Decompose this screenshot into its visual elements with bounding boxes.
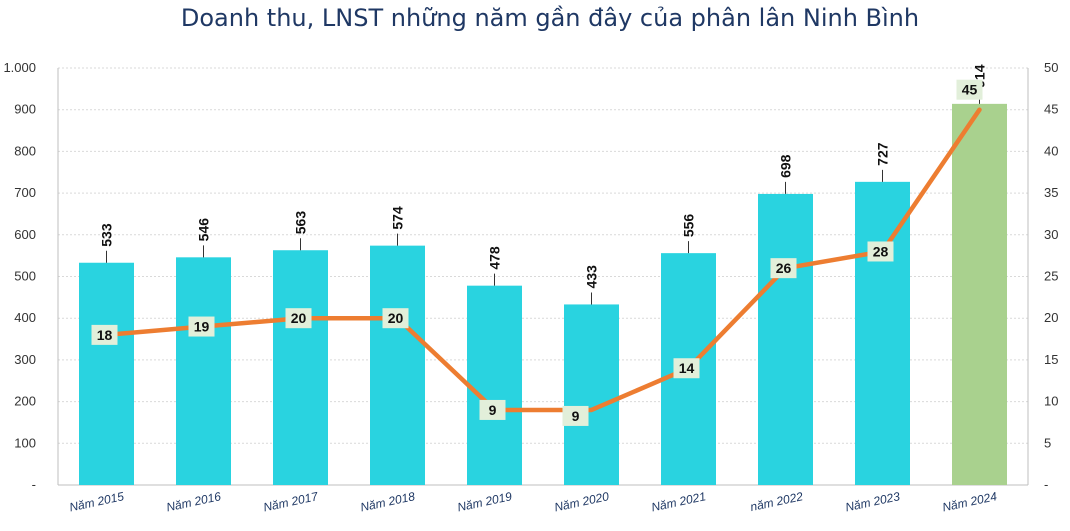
x-tick-label: Năm 2021 [650, 489, 707, 514]
x-tick-label: Năm 2020 [553, 489, 610, 514]
bar-value-label: 563 [293, 211, 309, 235]
bar [952, 103, 1007, 485]
x-tick-label: Năm 2023 [844, 489, 901, 514]
y-tick-left: 300 [14, 352, 36, 367]
bar [564, 304, 619, 485]
line-value-label: 28 [873, 243, 889, 259]
y-tick-right: 40 [1044, 143, 1058, 158]
x-tick-label: Năm 2017 [262, 489, 320, 514]
y-tick-left: 800 [14, 143, 36, 158]
line-value-label: 20 [388, 310, 404, 326]
bar-value-label: 698 [778, 154, 794, 178]
y-tick-right: 50 [1044, 60, 1058, 75]
bar-value-label: 533 [99, 223, 115, 247]
bar [370, 245, 425, 485]
line-value-label: 9 [489, 402, 497, 418]
line-label-bg [188, 316, 215, 337]
profit-line-path [104, 107, 982, 413]
y-tick-right: - [1044, 477, 1048, 492]
x-tick-label: Năm 2018 [359, 489, 416, 514]
y-tick-left: 500 [14, 269, 36, 284]
line-label-bg [673, 358, 700, 379]
y-tick-right: 5 [1044, 435, 1051, 450]
y-tick-left: 1.000 [3, 60, 36, 75]
line-value-label: 20 [291, 310, 307, 326]
bar [758, 193, 813, 485]
profit-line [104, 107, 982, 413]
y-tick-left: 900 [14, 102, 36, 117]
bar-value-label: 478 [487, 246, 503, 270]
line-label-bg [382, 308, 409, 329]
bar [273, 250, 328, 485]
y-tick-left: 400 [14, 310, 36, 325]
bar-value-label: 727 [875, 142, 891, 166]
x-tick-label: Năm 2019 [456, 489, 513, 514]
line-label-bg [562, 405, 589, 426]
x-ticks: Năm 2015 Năm 2016 Năm 2017 Năm 2018 Năm 2019… [68, 489, 998, 514]
bars [79, 103, 1007, 485]
line-label-bg [867, 241, 894, 262]
bar [467, 285, 522, 485]
line-label-bg [770, 258, 797, 279]
bar-value-label: 556 [681, 214, 697, 238]
y-tick-right: 25 [1044, 269, 1058, 284]
line-value-label: 14 [679, 360, 695, 376]
line-labels: 18 19 20 20 9 9 14 26 28 45 [91, 79, 983, 426]
bar [176, 257, 231, 485]
y-tick-left: 200 [14, 394, 36, 409]
y-tick-left: 600 [14, 227, 36, 242]
line-label-bg [479, 399, 506, 420]
bar-value-label: 546 [196, 218, 212, 242]
y-tick-right: 35 [1044, 185, 1058, 200]
line-label-bg [285, 308, 312, 329]
y-tick-right: 30 [1044, 227, 1058, 242]
y-tick-right: 45 [1044, 102, 1058, 117]
x-tick-label: Năm 2016 [165, 489, 222, 514]
bar-value-label: 574 [390, 206, 406, 230]
y-tick-left: 700 [14, 185, 36, 200]
line-value-label: 9 [572, 408, 580, 424]
line-value-label: 18 [97, 327, 113, 343]
y-tick-left: 100 [14, 435, 36, 450]
y-tick-right: 15 [1044, 352, 1058, 367]
bar [855, 181, 910, 485]
bar-value-label: 433 [584, 265, 600, 289]
x-tick-label: Năm 2015 [68, 489, 125, 514]
bar [79, 262, 134, 485]
line-label-bg [91, 324, 118, 345]
chart-title: Doanh thu, LNST những năm gần đây của ph… [180, 4, 920, 32]
line-value-label: 19 [194, 319, 210, 335]
y-tick-right: 20 [1044, 310, 1058, 325]
x-tick-label: năm 2022 [749, 489, 804, 514]
y-tick-left: - [32, 477, 36, 492]
line-label-bg [956, 79, 983, 100]
x-tick-label: Năm 2024 [941, 489, 998, 514]
line-value-label: 26 [776, 260, 792, 276]
line-value-label: 45 [962, 82, 978, 98]
y-tick-right: 10 [1044, 394, 1058, 409]
